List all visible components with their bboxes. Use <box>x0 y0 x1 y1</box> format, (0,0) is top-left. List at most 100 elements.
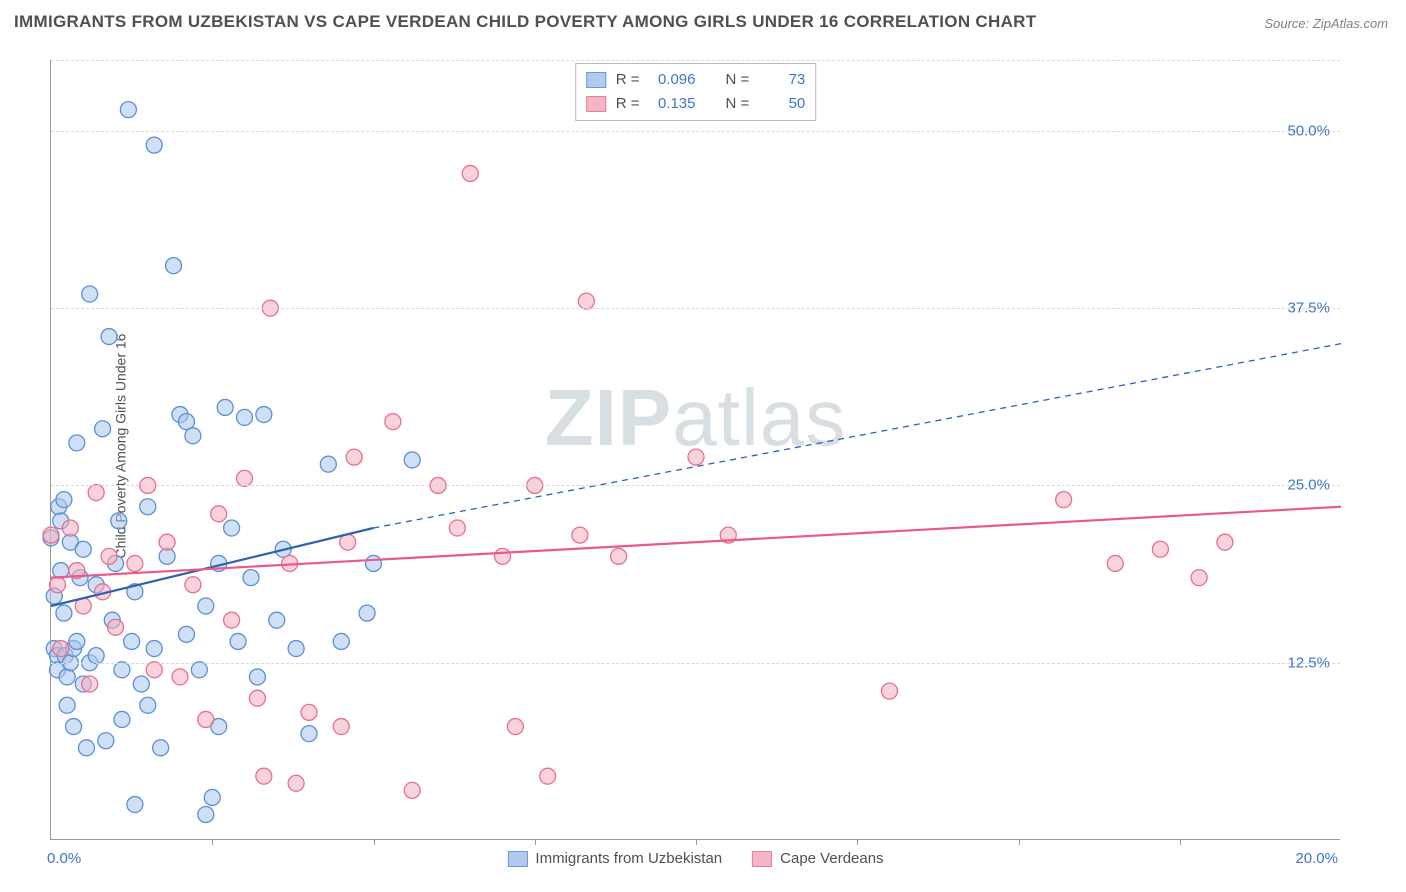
data-point <box>611 548 627 564</box>
gridline-h <box>51 308 1340 309</box>
legend-item-cv: Cape Verdeans <box>752 850 883 867</box>
data-point <box>1107 555 1123 571</box>
data-point <box>198 711 214 727</box>
chart-svg <box>51 60 1340 839</box>
data-point <box>69 633 85 649</box>
data-point <box>98 733 114 749</box>
data-point <box>224 612 240 628</box>
data-point <box>127 555 143 571</box>
stats-row-cv: R = 0.135 N = 50 <box>586 92 806 116</box>
data-point <box>140 499 156 515</box>
data-point <box>114 711 130 727</box>
data-point <box>185 577 201 593</box>
data-point <box>230 633 246 649</box>
data-point <box>95 421 111 437</box>
data-point <box>198 598 214 614</box>
data-point <box>114 662 130 678</box>
data-point <box>688 449 704 465</box>
legend-item-uzb: Immigrants from Uzbekistan <box>507 850 722 867</box>
r-label: R = <box>616 68 640 92</box>
data-point <box>495 548 511 564</box>
trend-line-uzb-extrap <box>374 344 1342 528</box>
data-point <box>333 719 349 735</box>
data-point <box>166 258 182 274</box>
trend-line-uzb <box>51 528 374 606</box>
data-point <box>101 548 117 564</box>
y-tick-label: 50.0% <box>1287 122 1330 139</box>
gridline-h <box>51 485 1340 486</box>
data-point <box>288 641 304 657</box>
x-tick-mark <box>535 839 536 845</box>
swatch-uzb <box>586 72 606 88</box>
data-point <box>172 669 188 685</box>
data-point <box>1217 534 1233 550</box>
gridline-h <box>51 131 1340 132</box>
data-point <box>127 797 143 813</box>
data-point <box>59 697 75 713</box>
data-point <box>224 520 240 536</box>
n-value-cv: 50 <box>759 92 805 116</box>
data-point <box>237 470 253 486</box>
data-point <box>120 102 136 118</box>
data-point <box>108 619 124 635</box>
x-tick-mark <box>857 839 858 845</box>
data-point <box>320 456 336 472</box>
data-point <box>572 527 588 543</box>
data-point <box>53 641 69 657</box>
data-point <box>385 414 401 430</box>
x-tick-mark <box>374 839 375 845</box>
series-legend: Immigrants from Uzbekistan Cape Verdeans <box>507 850 883 867</box>
x-tick-label: 20.0% <box>1295 850 1338 867</box>
data-point <box>78 740 94 756</box>
data-point <box>191 662 207 678</box>
data-point <box>56 605 72 621</box>
data-point <box>359 605 375 621</box>
legend-label-uzb: Immigrants from Uzbekistan <box>535 850 722 867</box>
data-point <box>49 577 65 593</box>
data-point <box>346 449 362 465</box>
data-point <box>249 690 265 706</box>
data-point <box>56 492 72 508</box>
data-point <box>88 648 104 664</box>
data-point <box>178 626 194 642</box>
data-point <box>256 407 272 423</box>
data-point <box>462 165 478 181</box>
data-point <box>43 527 59 543</box>
data-point <box>159 534 175 550</box>
data-point <box>449 520 465 536</box>
data-point <box>140 697 156 713</box>
x-tick-label: 0.0% <box>47 850 81 867</box>
data-point <box>59 669 75 685</box>
data-point <box>66 719 82 735</box>
data-point <box>1191 570 1207 586</box>
data-point <box>288 775 304 791</box>
legend-label-cv: Cape Verdeans <box>780 850 883 867</box>
chart-container: IMMIGRANTS FROM UZBEKISTAN VS CAPE VERDE… <box>0 0 1406 892</box>
data-point <box>301 704 317 720</box>
data-point <box>62 520 78 536</box>
data-point <box>185 428 201 444</box>
data-point <box>301 726 317 742</box>
data-point <box>249 669 265 685</box>
data-point <box>146 137 162 153</box>
data-point <box>124 633 140 649</box>
data-point <box>211 506 227 522</box>
data-point <box>111 513 127 529</box>
data-point <box>133 676 149 692</box>
data-point <box>578 293 594 309</box>
data-point <box>217 399 233 415</box>
data-point <box>82 286 98 302</box>
data-point <box>404 782 420 798</box>
swatch-cv <box>586 96 606 112</box>
data-point <box>88 485 104 501</box>
y-tick-label: 25.0% <box>1287 477 1330 494</box>
x-tick-mark <box>696 839 697 845</box>
stats-row-uzb: R = 0.096 N = 73 <box>586 68 806 92</box>
data-point <box>1056 492 1072 508</box>
y-tick-label: 37.5% <box>1287 300 1330 317</box>
data-point <box>540 768 556 784</box>
trend-line-cv <box>51 507 1341 578</box>
stats-legend: R = 0.096 N = 73 R = 0.135 N = 50 <box>575 63 817 121</box>
data-point <box>82 676 98 692</box>
data-point <box>243 570 259 586</box>
